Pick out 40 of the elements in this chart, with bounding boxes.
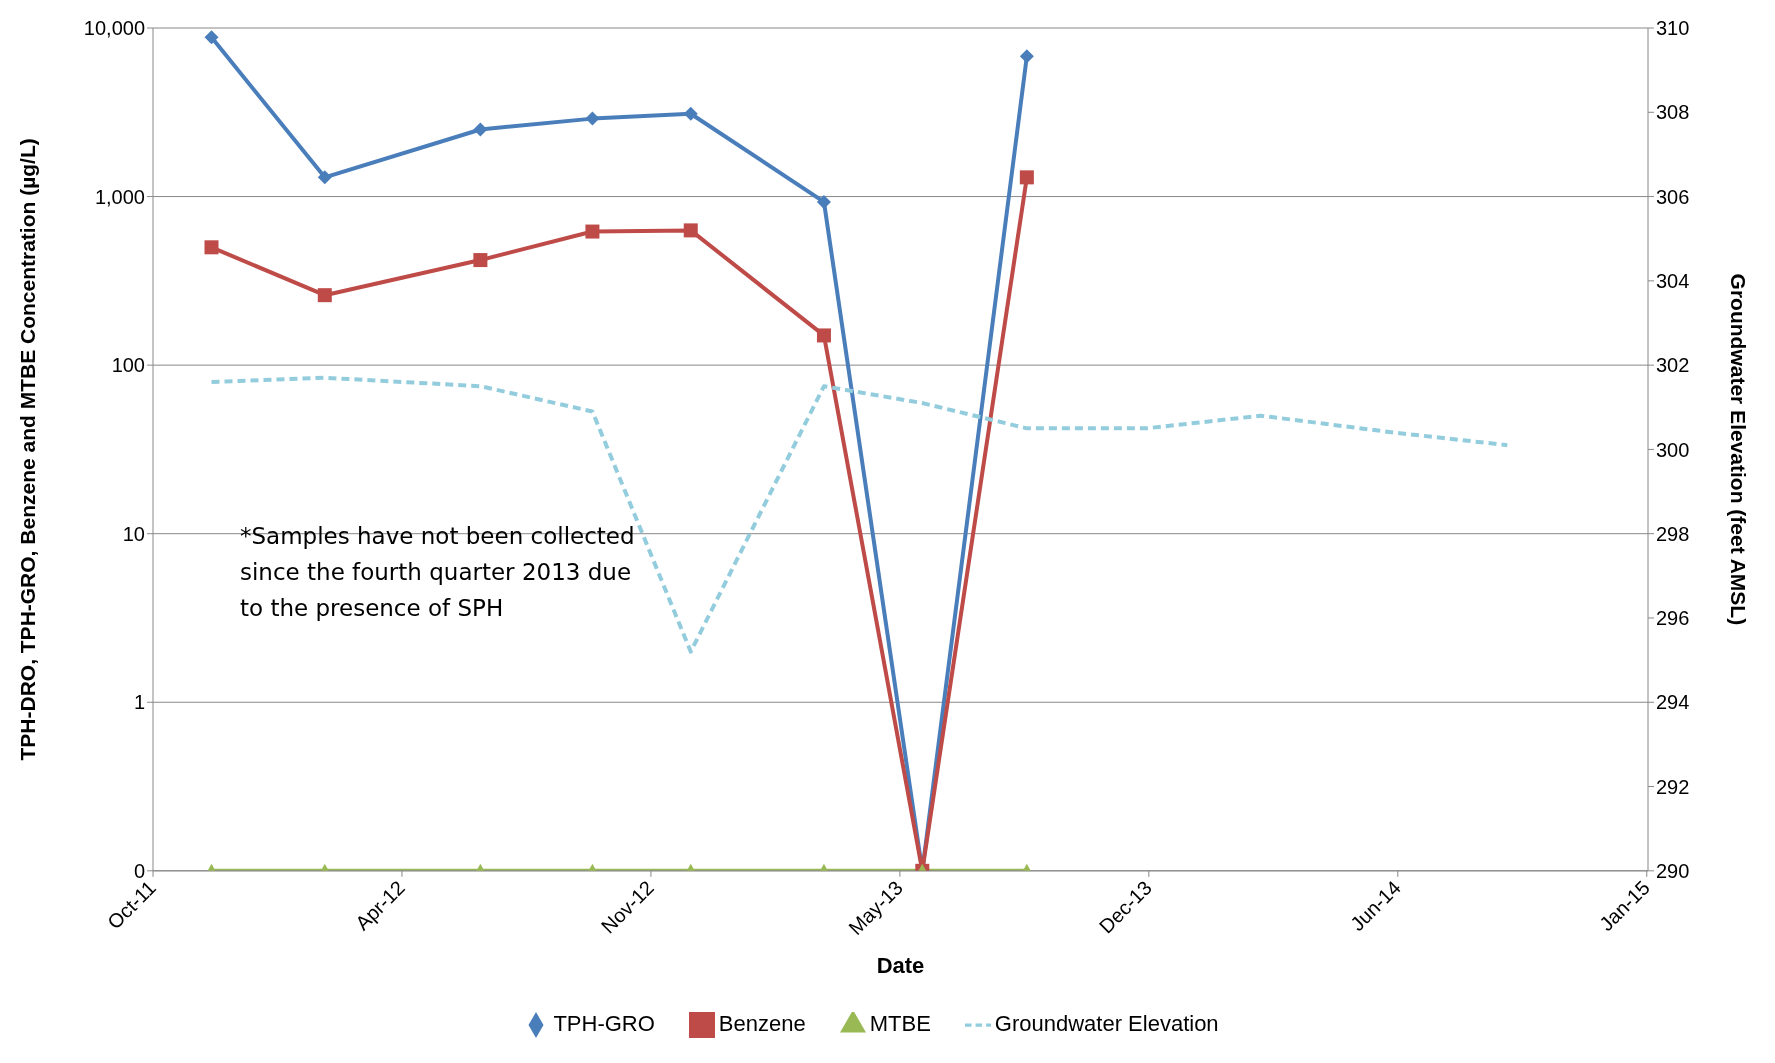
x-axis-title: Date bbox=[876, 952, 925, 978]
y-tick-label: 0 bbox=[133, 859, 145, 882]
point bbox=[816, 328, 831, 343]
y2-tick-label: 290 bbox=[1656, 859, 1690, 882]
point bbox=[1019, 49, 1034, 64]
point bbox=[683, 223, 698, 238]
y2-tick-label: 308 bbox=[1656, 101, 1690, 124]
legend-label: TPH-GRO bbox=[553, 1010, 655, 1036]
y2-tick-label: 294 bbox=[1656, 691, 1690, 714]
y2-tick-label: 292 bbox=[1656, 775, 1690, 798]
legend-label: MTBE bbox=[869, 1010, 931, 1036]
legend-label: Groundwater Elevation bbox=[994, 1010, 1219, 1036]
point bbox=[1019, 170, 1034, 185]
point bbox=[585, 224, 600, 239]
y2-tick-label: 300 bbox=[1656, 438, 1690, 461]
annotation: *Samples have not been collected since the fourth quarter 2013 due to the presence of SPH bbox=[240, 522, 636, 623]
point bbox=[816, 194, 831, 209]
y2-tick-label: 298 bbox=[1656, 522, 1690, 545]
point bbox=[473, 122, 488, 137]
y2-tick-label: 302 bbox=[1656, 354, 1690, 377]
point bbox=[317, 288, 332, 303]
y2-tick-label: 306 bbox=[1656, 185, 1690, 208]
legend-label: Benzene bbox=[718, 1010, 806, 1036]
y2-tick-label: 296 bbox=[1656, 607, 1690, 630]
y-tick-label: 10,000 bbox=[83, 17, 145, 40]
y-tick-label: 10 bbox=[122, 522, 145, 545]
y2-axis-title: Groundwater Elevation (feet AMSL) bbox=[1726, 273, 1750, 626]
line-series bbox=[209, 375, 1510, 654]
point bbox=[204, 240, 219, 255]
y-tick-label: 100 bbox=[111, 354, 145, 377]
y-axis-title: TPH-DRO, TPH-GRO, Benzene and MTBE Concentration (µg/L) bbox=[16, 138, 40, 761]
point bbox=[473, 253, 488, 268]
y-tick-label: 1,000 bbox=[94, 185, 145, 208]
y2-tick-label: 304 bbox=[1656, 269, 1690, 292]
point bbox=[585, 111, 600, 126]
point bbox=[204, 30, 219, 45]
point bbox=[317, 170, 332, 185]
y2-tick-label: 310 bbox=[1656, 17, 1690, 40]
point bbox=[683, 106, 698, 121]
y-tick-label: 1 bbox=[133, 691, 145, 714]
